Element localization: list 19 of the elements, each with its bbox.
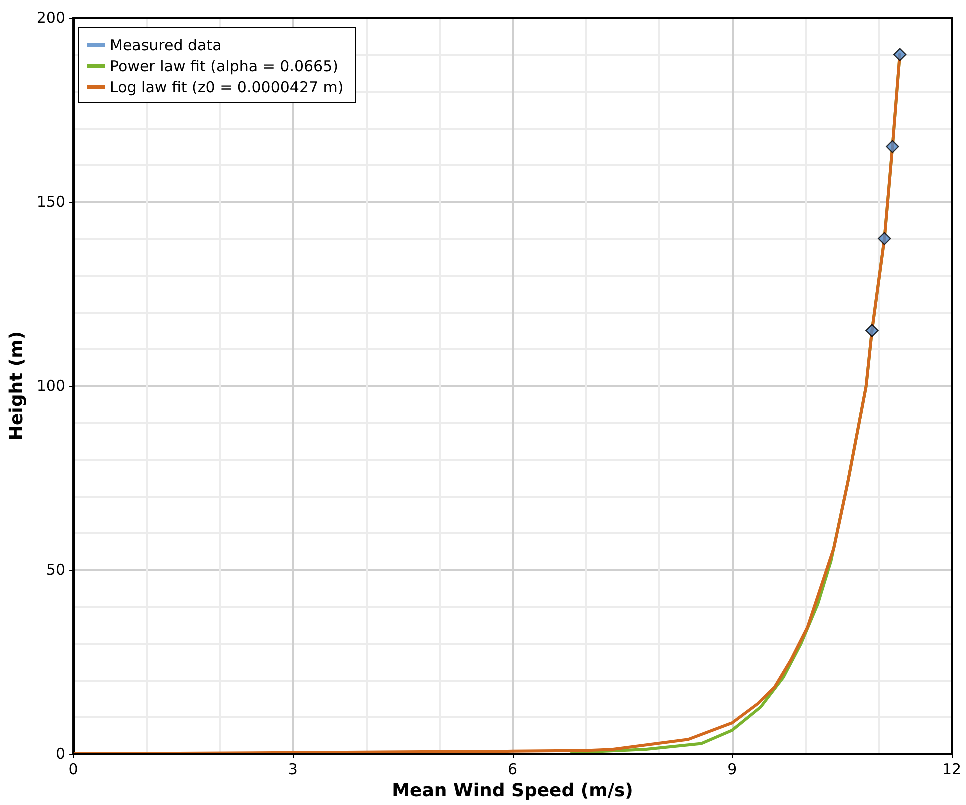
x-tick-label: 3 (288, 760, 298, 778)
legend-label: Log law fit (z0 = 0.0000427 m) (110, 78, 344, 96)
x-tick-label: 9 (728, 760, 738, 778)
y-tick-label: 150 (36, 193, 66, 211)
y-tick-label: 100 (36, 377, 66, 395)
x-tick-label: 12 (942, 760, 962, 778)
y-tick-label: 50 (46, 561, 66, 579)
x-axis-title: Mean Wind Speed (m/s) (392, 780, 634, 802)
point (886, 140, 900, 154)
y-axis-title: Height (m) (6, 331, 28, 441)
y-tick-label: 200 (36, 9, 66, 27)
legend-label: Power law fit (alpha = 0.0665) (110, 58, 338, 76)
x-tick-label: 6 (508, 760, 518, 778)
y-tick-label: 0 (56, 745, 66, 763)
point (878, 232, 892, 246)
point (866, 324, 879, 338)
legend-label: Measured data (110, 36, 222, 54)
point (893, 48, 907, 62)
x-tick-label: 0 (68, 760, 78, 778)
